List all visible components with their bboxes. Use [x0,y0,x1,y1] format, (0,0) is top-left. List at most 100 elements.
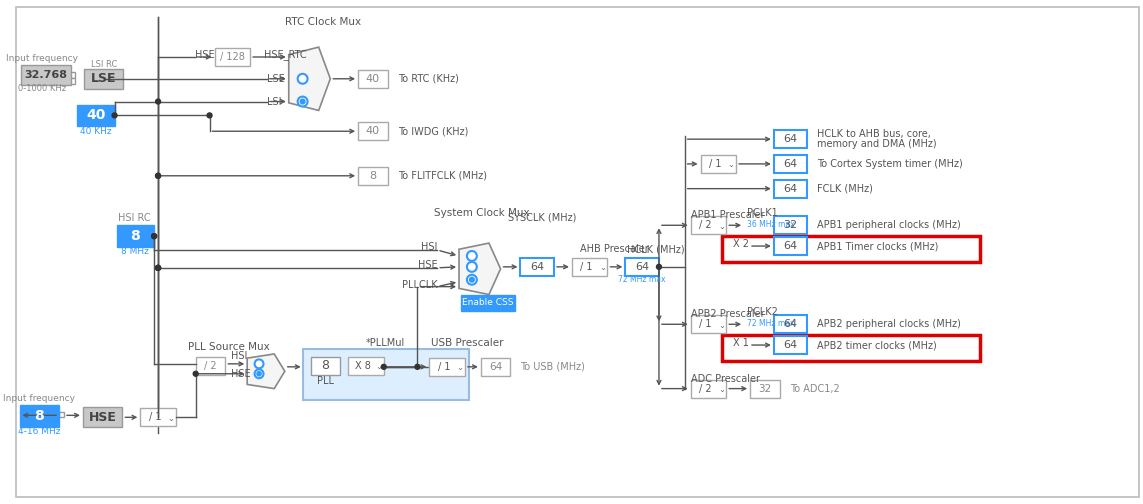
Bar [69,72,75,78]
Text: To RTC (KHz): To RTC (KHz) [398,74,458,84]
Polygon shape [459,243,501,294]
Text: X 1: X 1 [733,338,749,348]
Text: HSE: HSE [194,50,215,60]
Text: USB Prescaler: USB Prescaler [431,338,504,348]
Text: 64: 64 [636,262,649,272]
Text: 64: 64 [784,183,798,194]
Circle shape [467,275,477,285]
Text: PLL Source Mux: PLL Source Mux [189,342,270,352]
Text: PCLK2: PCLK2 [748,307,778,318]
Text: X 8: X 8 [355,361,371,371]
Text: APB1 Timer clocks (MHz): APB1 Timer clocks (MHz) [817,241,938,251]
Bar [481,358,511,376]
Text: / 2: / 2 [700,220,712,230]
Bar [572,258,607,276]
Text: 8 MHz: 8 MHz [121,247,150,257]
Text: ADC Prescaler: ADC Prescaler [690,373,760,384]
Bar [690,316,726,333]
Text: 64: 64 [784,134,798,144]
Text: HSI RC: HSI RC [119,213,151,223]
Text: Input frequency: Input frequency [3,394,75,403]
Circle shape [207,113,213,118]
Text: LSE: LSE [91,72,117,85]
Bar [195,357,225,375]
Text: 40 KHz: 40 KHz [80,127,112,136]
Text: RTC Clock Mux: RTC Clock Mux [286,17,361,27]
Circle shape [255,369,264,378]
Text: 4-16 MHz: 4-16 MHz [18,427,61,435]
Text: To ADC1,2: To ADC1,2 [790,384,839,394]
Text: 8: 8 [34,409,45,423]
Text: APB1 Prescaler: APB1 Prescaler [690,210,765,220]
Circle shape [467,251,477,261]
Bar [701,155,736,173]
Text: ⌄: ⌄ [375,362,382,371]
Bar [22,65,71,85]
Text: To USB (MHz): To USB (MHz) [520,362,585,372]
Text: ⌄: ⌄ [168,414,175,423]
Circle shape [382,364,386,369]
Text: Enable CSS: Enable CSS [462,298,513,307]
Text: AHB Prescaler: AHB Prescaler [580,244,648,254]
Text: 8: 8 [321,359,329,372]
Text: PLL: PLL [317,375,334,386]
Text: HSI: HSI [231,351,248,361]
Text: 36 MHz max: 36 MHz max [748,220,794,229]
Text: 64: 64 [530,262,544,272]
Bar [690,216,726,234]
Bar [83,69,123,89]
Text: 32: 32 [758,384,772,394]
Bar [625,258,660,276]
Circle shape [155,266,160,270]
Text: / 1: / 1 [581,262,593,272]
Text: To IWDG (KHz): To IWDG (KHz) [398,126,467,136]
Bar [69,78,75,84]
Bar [77,104,114,127]
Text: 64: 64 [784,340,798,350]
Circle shape [470,277,474,282]
Text: / 1: / 1 [709,159,721,169]
Text: To Cortex System timer (MHz): To Cortex System timer (MHz) [817,159,964,169]
Text: ⌄: ⌄ [456,363,464,372]
Circle shape [301,99,305,104]
Text: Input frequency: Input frequency [6,54,78,64]
Text: HCLK (MHz): HCLK (MHz) [628,244,685,254]
Circle shape [155,173,160,178]
Text: System Clock Mux: System Clock Mux [434,208,529,218]
Bar [19,405,59,427]
Text: *PLLMul: *PLLMul [366,338,406,348]
Circle shape [297,97,307,106]
Bar [215,48,250,66]
Text: 40: 40 [366,126,379,136]
Bar [690,380,726,398]
Bar [358,122,387,140]
Text: ⌄: ⌄ [718,222,725,231]
Circle shape [467,262,477,272]
Bar [358,70,387,88]
Circle shape [415,364,419,369]
Text: ⌄: ⌄ [718,321,725,330]
Text: 8: 8 [130,229,141,243]
Bar [430,358,465,376]
Text: APB1 peripheral clocks (MHz): APB1 peripheral clocks (MHz) [817,220,961,230]
Circle shape [152,234,157,238]
Circle shape [155,266,160,270]
Bar [303,349,469,401]
Text: 32: 32 [784,220,798,230]
Text: 8: 8 [369,171,376,181]
Text: 40: 40 [86,108,105,122]
Bar [774,216,807,234]
Text: 32.768: 32.768 [25,70,67,80]
Text: To FLITFCLK (MHz): To FLITFCLK (MHz) [398,171,487,181]
Bar [311,357,341,375]
Text: memory and DMA (MHz): memory and DMA (MHz) [817,139,937,149]
Text: LSI RC: LSI RC [90,60,117,70]
Text: 64: 64 [489,362,502,372]
Text: LSE: LSE [267,74,285,84]
Text: 40: 40 [366,74,379,84]
Text: / 1: / 1 [700,319,712,329]
Text: LSI: LSI [267,97,281,106]
Text: 0-1000 KHz: 0-1000 KHz [18,84,66,93]
Text: PCLK1: PCLK1 [748,208,777,218]
Bar [520,258,554,276]
